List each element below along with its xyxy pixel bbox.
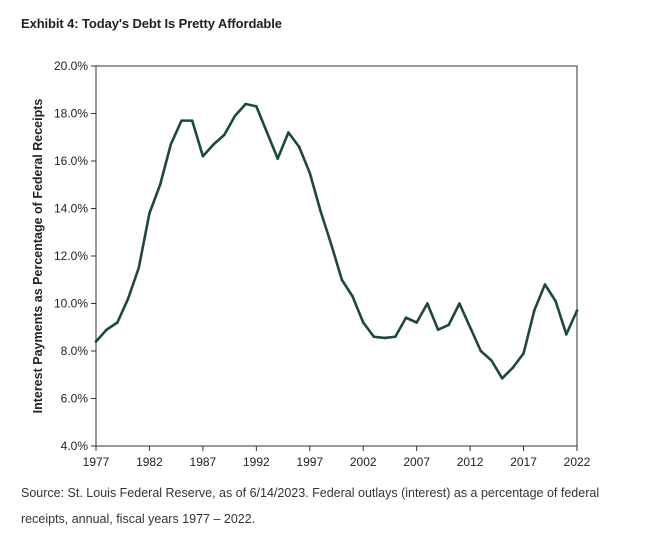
data-point <box>94 340 98 343</box>
data-point <box>426 302 429 305</box>
data-point <box>169 143 173 146</box>
data-points <box>94 102 579 380</box>
data-point <box>565 333 568 336</box>
data-point <box>532 309 536 312</box>
x-tick-label: 1977 <box>83 455 110 469</box>
data-point <box>511 366 515 369</box>
data-point <box>319 209 322 213</box>
data-point <box>575 309 579 312</box>
y-axis-label: Interest Payments as Percentage of Feder… <box>31 99 45 414</box>
data-point <box>180 119 183 122</box>
y-tick-label: 4.0% <box>61 439 89 453</box>
x-tick-label: 2012 <box>457 455 484 469</box>
data-point <box>329 242 333 246</box>
y-tick-label: 18.0% <box>54 107 88 121</box>
data-point <box>137 266 141 270</box>
y-axis: 4.0% 6.0% 8.0% 10.0% 12.0% 14.0% 16.0% 18.0% 20.… <box>54 59 96 453</box>
data-point <box>522 352 525 355</box>
data-point <box>255 105 258 108</box>
x-tick-label: 1987 <box>190 455 217 469</box>
data-point <box>116 321 119 324</box>
data-point <box>554 299 557 303</box>
data-point <box>415 321 418 324</box>
data-point <box>190 119 194 122</box>
x-tick-label: 2017 <box>510 455 537 469</box>
data-point <box>148 211 151 215</box>
data-point <box>222 133 226 137</box>
data-point <box>404 316 408 320</box>
x-tick-label: 2022 <box>564 455 591 469</box>
x-axis: 1977 1982 1987 1992 1997 2002 2007 2012 2017 2022 <box>83 446 591 469</box>
data-point <box>500 377 504 380</box>
y-tick-label: 16.0% <box>54 154 88 168</box>
data-point <box>212 143 215 146</box>
chart-title: Exhibit 4: Today's Debt Is Pretty Afford… <box>21 16 282 31</box>
y-tick-label: 6.0% <box>61 392 89 406</box>
y-tick-label: 20.0% <box>54 59 88 73</box>
y-tick-label: 12.0% <box>54 249 88 263</box>
data-point <box>543 283 547 286</box>
data-point <box>201 154 205 158</box>
data-point <box>468 325 472 329</box>
data-point <box>265 131 269 134</box>
plot-frame <box>95 65 578 447</box>
data-point <box>340 278 344 282</box>
data-point <box>436 328 440 331</box>
source-note: Source: St. Louis Federal Reserve, as of… <box>21 486 600 526</box>
data-point <box>297 145 301 149</box>
data-point <box>126 297 130 301</box>
data-point <box>158 183 162 187</box>
data-point <box>458 302 461 305</box>
x-tick-label: 1982 <box>136 455 163 469</box>
line-chart: 4.0% 6.0% 8.0% 10.0% 12.0% 14.0% 16.0% 18.0% 20.… <box>31 59 591 469</box>
data-point <box>287 131 290 134</box>
data-point <box>490 359 493 362</box>
data-point <box>447 323 451 327</box>
x-tick-label: 2002 <box>350 455 377 469</box>
data-point <box>372 335 376 339</box>
data-point <box>244 102 247 106</box>
y-tick-label: 8.0% <box>61 344 89 358</box>
data-point <box>479 349 483 353</box>
data-point <box>351 295 354 298</box>
data-point <box>383 336 386 340</box>
data-point <box>393 335 397 339</box>
x-tick-label: 2007 <box>403 455 430 469</box>
data-point <box>308 171 312 175</box>
y-tick-label: 10.0% <box>54 297 88 311</box>
x-tick-label: 1997 <box>296 455 323 469</box>
data-point <box>276 157 280 160</box>
data-point <box>361 321 365 324</box>
data-point <box>233 114 237 118</box>
y-tick-label: 14.0% <box>54 202 88 216</box>
plot-area <box>95 65 578 447</box>
series-line <box>94 102 579 380</box>
data-point <box>105 328 108 331</box>
x-tick-label: 1992 <box>243 455 270 469</box>
